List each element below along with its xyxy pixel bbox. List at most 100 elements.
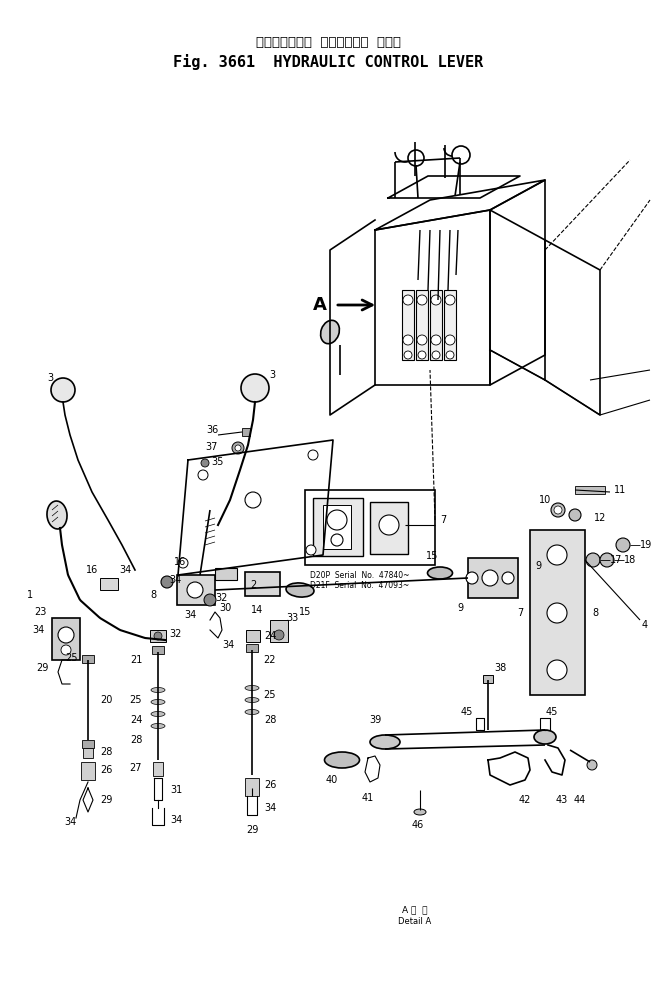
Bar xyxy=(305,490,435,565)
Ellipse shape xyxy=(245,710,259,715)
Text: 34: 34 xyxy=(264,803,276,813)
Ellipse shape xyxy=(47,501,67,529)
Circle shape xyxy=(600,553,614,567)
Circle shape xyxy=(445,295,455,305)
Bar xyxy=(52,618,80,660)
Bar xyxy=(82,740,94,748)
Text: 1: 1 xyxy=(27,590,33,600)
Circle shape xyxy=(274,630,284,640)
Text: 17: 17 xyxy=(610,555,622,565)
Bar xyxy=(152,646,164,654)
Ellipse shape xyxy=(286,583,314,597)
Circle shape xyxy=(204,594,216,606)
Text: 26: 26 xyxy=(100,765,112,775)
Ellipse shape xyxy=(245,685,259,690)
Bar xyxy=(468,558,518,598)
Text: 34: 34 xyxy=(169,575,181,585)
Bar xyxy=(323,505,351,549)
Text: 7: 7 xyxy=(517,608,523,618)
Ellipse shape xyxy=(428,567,453,579)
Circle shape xyxy=(452,146,470,164)
Bar xyxy=(313,498,363,556)
Text: 31: 31 xyxy=(170,785,182,795)
Text: 28: 28 xyxy=(100,747,112,757)
Circle shape xyxy=(482,570,498,586)
Circle shape xyxy=(198,470,208,480)
Bar xyxy=(242,428,250,436)
Circle shape xyxy=(232,442,244,454)
Circle shape xyxy=(379,515,399,535)
Text: 14: 14 xyxy=(251,605,263,615)
Bar xyxy=(100,578,118,590)
Text: Fig. 3661  HYDRAULIC CONTROL LEVER: Fig. 3661 HYDRAULIC CONTROL LEVER xyxy=(173,54,483,70)
Circle shape xyxy=(418,351,426,359)
Circle shape xyxy=(241,374,269,402)
Bar xyxy=(245,572,280,596)
Circle shape xyxy=(466,572,478,584)
Text: 41: 41 xyxy=(362,793,374,803)
Circle shape xyxy=(569,509,581,521)
Text: 28: 28 xyxy=(130,735,142,745)
Bar xyxy=(82,655,94,663)
Text: 4: 4 xyxy=(642,620,648,630)
Text: 29: 29 xyxy=(246,825,258,835)
Text: 23: 23 xyxy=(34,607,46,617)
Text: ハイドロリック  コントロール  レバー: ハイドロリック コントロール レバー xyxy=(255,36,401,49)
Bar xyxy=(270,620,288,642)
Text: 8: 8 xyxy=(592,608,598,618)
Text: 7: 7 xyxy=(440,515,446,525)
Text: 15: 15 xyxy=(299,607,311,617)
Ellipse shape xyxy=(151,687,165,692)
Text: 10: 10 xyxy=(539,495,551,505)
Bar xyxy=(177,575,215,605)
Circle shape xyxy=(554,506,562,514)
Text: 27: 27 xyxy=(130,763,142,773)
Text: 46: 46 xyxy=(412,820,424,830)
Bar xyxy=(81,762,95,780)
Circle shape xyxy=(327,510,347,530)
Text: 32: 32 xyxy=(170,629,182,639)
Bar xyxy=(153,762,163,776)
Bar xyxy=(246,630,260,642)
Text: 28: 28 xyxy=(264,715,276,725)
Circle shape xyxy=(51,378,75,402)
Bar xyxy=(530,530,585,695)
Circle shape xyxy=(616,538,630,552)
Text: 34: 34 xyxy=(170,815,182,825)
Bar xyxy=(246,644,258,652)
Bar xyxy=(245,778,259,796)
Circle shape xyxy=(417,295,427,305)
Circle shape xyxy=(403,335,413,345)
Text: 29: 29 xyxy=(100,795,112,805)
Text: 35: 35 xyxy=(212,457,224,467)
Text: 2: 2 xyxy=(250,580,256,590)
Text: 36: 36 xyxy=(206,425,218,435)
Bar xyxy=(215,568,237,580)
Circle shape xyxy=(201,459,209,467)
Circle shape xyxy=(187,582,203,598)
Text: 32: 32 xyxy=(216,593,228,603)
Ellipse shape xyxy=(321,321,339,344)
Ellipse shape xyxy=(151,712,165,717)
Text: 33: 33 xyxy=(286,613,298,623)
Text: 45: 45 xyxy=(461,707,473,717)
Text: 25: 25 xyxy=(264,690,276,700)
Bar xyxy=(483,675,493,683)
Circle shape xyxy=(58,627,74,643)
Text: A: A xyxy=(313,296,327,314)
Text: 9: 9 xyxy=(457,603,463,613)
Ellipse shape xyxy=(151,699,165,704)
Circle shape xyxy=(547,660,567,680)
Text: 3: 3 xyxy=(269,370,275,380)
Text: D21F  Serial  No.  47093~: D21F Serial No. 47093~ xyxy=(310,582,409,591)
Text: 45: 45 xyxy=(546,707,558,717)
Text: 38: 38 xyxy=(494,663,506,673)
Circle shape xyxy=(431,335,441,345)
Circle shape xyxy=(306,545,316,555)
Text: 30: 30 xyxy=(219,603,231,613)
Bar xyxy=(83,748,93,758)
Text: Detail A: Detail A xyxy=(398,918,432,926)
Circle shape xyxy=(403,295,413,305)
Ellipse shape xyxy=(325,752,359,768)
Text: 34: 34 xyxy=(222,640,234,650)
